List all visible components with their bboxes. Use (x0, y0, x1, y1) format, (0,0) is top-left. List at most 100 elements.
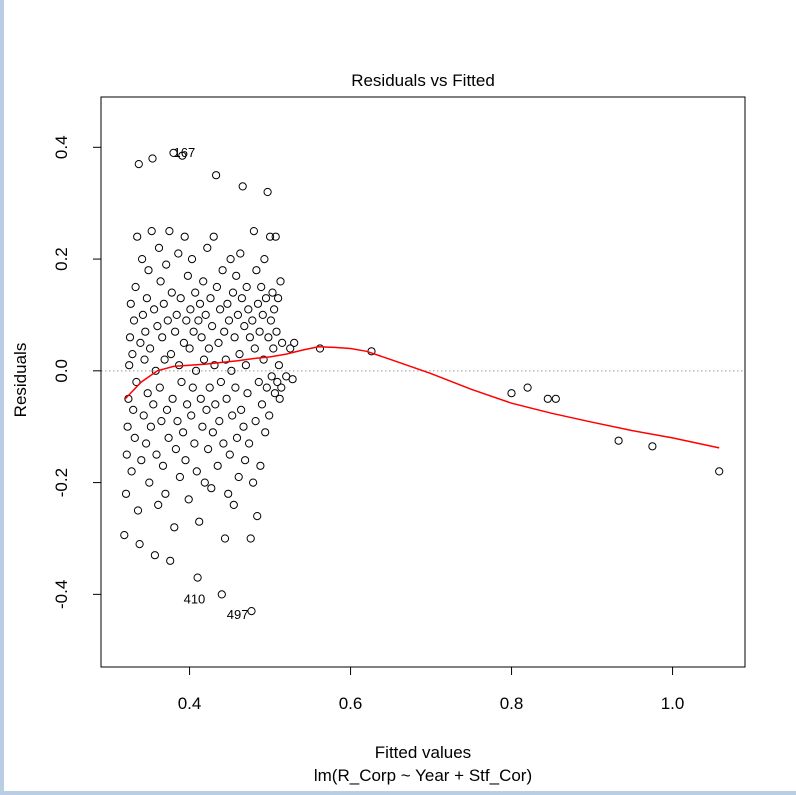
data-point (171, 327, 180, 336)
point-label: 497 (227, 607, 249, 622)
data-point (187, 255, 197, 264)
data-point (274, 294, 283, 303)
data-point (218, 266, 227, 275)
chart-title: Residuals vs Fitted (351, 71, 495, 90)
data-point (123, 422, 132, 431)
y-axis: -0.4 -0.2 0.0 0.2 0.4 (52, 135, 102, 609)
data-point (270, 389, 279, 398)
point-label: 410 (184, 592, 206, 607)
data-point (179, 338, 188, 347)
data-point (156, 277, 165, 286)
data-point (247, 607, 256, 616)
data-point (261, 294, 271, 303)
data-point (197, 333, 206, 342)
data-point (715, 467, 724, 476)
data-point (187, 411, 196, 420)
data-point (150, 551, 159, 560)
data-point (235, 350, 244, 359)
data-point (215, 417, 224, 426)
data-point (199, 355, 209, 364)
data-point (164, 433, 173, 442)
data-point (224, 489, 233, 498)
x-tick-label: 0.4 (178, 694, 202, 713)
data-point (275, 394, 284, 403)
data-point (210, 361, 219, 370)
data-point (261, 428, 270, 437)
data-point (128, 350, 137, 359)
data-point (208, 428, 217, 437)
data-point (161, 489, 170, 498)
data-point (220, 534, 230, 543)
data-point (227, 366, 236, 375)
data-point (213, 461, 222, 470)
data-point (260, 255, 269, 264)
data-point (253, 512, 262, 521)
data-point (196, 394, 205, 403)
data-point (169, 148, 178, 157)
data-point (178, 151, 187, 160)
data-point (171, 445, 180, 454)
data-point (120, 531, 129, 540)
data-point (152, 450, 161, 459)
data-point (231, 383, 240, 392)
data-point (216, 377, 225, 387)
data-point (121, 489, 131, 498)
data-point (181, 456, 190, 465)
x-axis: 0.4 0.6 0.8 1.0 (178, 666, 684, 713)
data-point (160, 355, 169, 364)
data-point (245, 333, 254, 342)
data-point (256, 461, 265, 470)
data-point (153, 322, 162, 331)
data-point (241, 456, 250, 465)
data-point (177, 377, 186, 387)
data-point (127, 467, 136, 476)
data-point (254, 377, 263, 387)
data-point (146, 422, 155, 431)
data-point (225, 450, 234, 459)
data-point (255, 327, 264, 336)
data-point (190, 439, 199, 448)
point-labels: 167 410 497 (174, 145, 249, 622)
data-point (203, 243, 212, 252)
data-point (243, 389, 252, 398)
data-point (286, 344, 295, 353)
data-point (194, 316, 203, 325)
data-point (523, 383, 532, 392)
data-point (168, 394, 177, 403)
data-point (150, 305, 159, 314)
data-point (195, 517, 204, 526)
data-point (173, 417, 182, 426)
data-point (268, 288, 277, 297)
data-point (248, 316, 257, 325)
data-point (129, 405, 138, 414)
data-point (239, 422, 248, 431)
x-tick-label: 0.8 (500, 694, 524, 713)
data-point (270, 305, 279, 314)
y-tick-label: 0.0 (52, 359, 71, 383)
data-point (157, 417, 166, 426)
data-point (249, 478, 258, 487)
data-point (174, 249, 183, 258)
data-point (204, 344, 213, 353)
data-point (184, 495, 193, 504)
data-point (136, 338, 145, 347)
x-axis-label: Fitted values (375, 743, 471, 762)
data-point (238, 182, 247, 191)
data-point (551, 394, 560, 403)
data-point (233, 310, 242, 319)
y-tick-label: -0.4 (52, 580, 71, 609)
data-point (224, 316, 234, 325)
data-point (166, 556, 175, 565)
data-point (183, 400, 192, 409)
data-point (145, 478, 154, 487)
data-point (200, 478, 209, 487)
model-formula-subtitle: lm(R_Corp ~ Year + Stf_Cor) (314, 766, 532, 785)
y-axis-label: Residuals (11, 343, 30, 418)
data-point (158, 333, 167, 342)
data-point (315, 344, 325, 353)
data-point (212, 282, 221, 292)
data-point (228, 411, 237, 420)
data-point (183, 271, 192, 280)
data-point (188, 383, 197, 392)
